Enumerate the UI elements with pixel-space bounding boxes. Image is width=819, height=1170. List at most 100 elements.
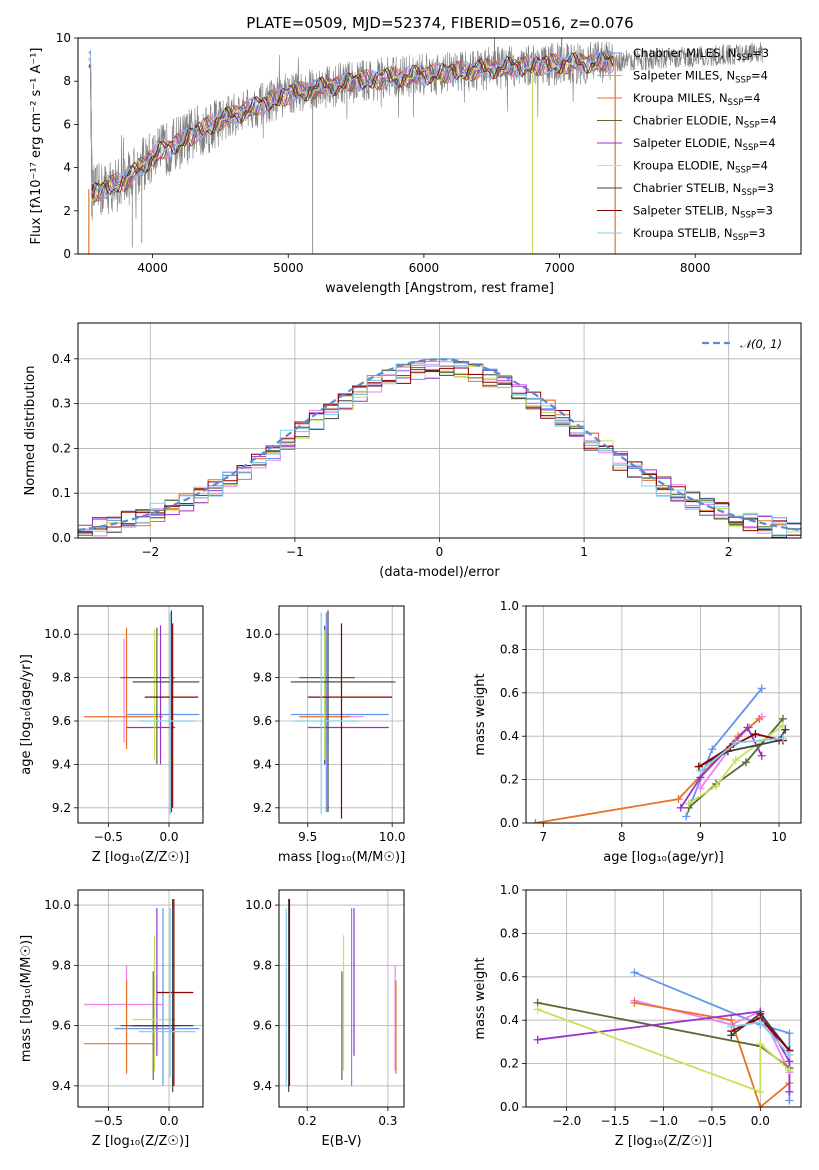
figure-title: PLATE=0509, MJD=52374, FIBERID=0516, z=0… <box>246 14 633 32</box>
weight-marker <box>674 795 683 804</box>
weight-marker <box>630 968 639 977</box>
error-bar-point <box>144 623 199 808</box>
histogram-step <box>78 362 801 538</box>
y-tick-label: 0.1 <box>52 486 71 500</box>
error-bar-point <box>132 610 200 813</box>
weight-marker <box>731 738 740 747</box>
x-axis-label: mass [log₁₀(M/M☉)] <box>278 850 405 865</box>
legend-entry: Salpeter ELODIE, NSSP=4 <box>633 136 776 153</box>
x-tick-label: 0.3 <box>378 1114 397 1128</box>
axes-frame <box>77 889 204 1108</box>
error-bar-point <box>156 899 194 1086</box>
x-tick-label: 9.5 <box>298 830 317 844</box>
y-tick-label: 9.6 <box>52 1019 71 1033</box>
weight-marker <box>778 721 787 730</box>
normal-curve <box>78 358 801 532</box>
y-tick-label: 9.2 <box>253 801 272 815</box>
x-axis-label: wavelength [Angstrom, rest frame] <box>325 281 554 296</box>
panel-spectrum: 4000 5000 6000 7000 8000 0 2 4 6 8 10 wavelength [A… <box>29 31 802 296</box>
y-axis-label: Normed distribution <box>23 366 38 496</box>
y-tick-label: 6 <box>63 117 71 131</box>
weight-marker <box>785 1050 794 1059</box>
legend-entry: Chabrier MILES, NSSP=3 <box>633 46 769 63</box>
error-bar-point <box>290 610 396 813</box>
x-axis-label: Z [log₁₀(Z/Z☉)] <box>92 850 189 865</box>
weight-marker <box>755 714 764 723</box>
weight-line <box>634 1001 790 1107</box>
weight-marker <box>533 1005 542 1014</box>
error-bar-point <box>84 965 163 1071</box>
y-tick-label: 0.3 <box>52 397 71 411</box>
error-bar-point <box>307 625 389 765</box>
error-bar-point <box>294 612 359 815</box>
weight-line <box>688 724 784 805</box>
legend-entry: Kroupa STELIB, NSSP=3 <box>633 226 765 243</box>
y-tick-label: 9.4 <box>52 757 71 771</box>
y-tick-label: 9.2 <box>52 801 71 815</box>
weight-line <box>634 999 791 1073</box>
panel-mass-weight-vs-age: 7 8 9 10 0.0 0.2 0.4 0.6 0.8 1.0 age [log₁₀(age/yr… <box>473 599 802 865</box>
y-tick-label: 0.8 <box>500 642 519 656</box>
weight-marker <box>694 762 703 771</box>
x-axis-label: (data-model)/error <box>379 565 500 580</box>
y-tick-label: 10.0 <box>44 898 71 912</box>
weight-marker <box>756 1103 765 1107</box>
panel-age-vs-Z: −0.5 0.0 9.2 9.4 9.6 9.8 10.0 Z [log₁₀(Z/Z☉)] ag… <box>19 605 204 865</box>
weight-line <box>537 1008 790 1094</box>
y-axis-label: mass weight <box>473 673 488 755</box>
y-tick-label: 9.6 <box>253 714 272 728</box>
weight-marker <box>727 1022 736 1031</box>
weight-marker <box>785 1087 794 1096</box>
y-tick-label: 4 <box>63 161 71 175</box>
legend-entry: Chabrier STELIB, NSSP=3 <box>633 181 774 198</box>
y-tick-label: 2 <box>63 204 71 218</box>
y-tick-label: 9.4 <box>253 1079 272 1093</box>
weight-series <box>533 1005 794 1096</box>
weight-marker <box>531 819 540 823</box>
y-tick-label: 0.2 <box>500 1057 519 1071</box>
weight-line <box>537 1010 791 1092</box>
y-tick-label: 9.8 <box>253 958 272 972</box>
y-tick-label: 1.0 <box>500 883 519 897</box>
weight-marker <box>785 1096 794 1105</box>
legend-entry: Salpeter MILES, NSSP=4 <box>633 69 768 86</box>
y-tick-label: 10 <box>56 31 71 45</box>
weight-series <box>684 721 787 808</box>
legend-entry: 𝒩(0, 1) <box>740 337 782 351</box>
weight-series <box>696 734 787 775</box>
x-axis-label: E(B-V) <box>321 1134 361 1149</box>
y-tick-label: 9.8 <box>52 958 71 972</box>
plot-area <box>279 606 404 823</box>
plot-area <box>78 606 203 823</box>
weight-marker <box>676 803 685 812</box>
error-bar-point <box>126 612 200 813</box>
error-bar-point <box>126 908 179 1056</box>
y-tick-label: 9.8 <box>52 671 71 685</box>
legend-entry: Kroupa MILES, NSSP=4 <box>633 91 760 108</box>
plot-area <box>526 606 801 823</box>
y-tick-label: 10.0 <box>245 627 272 641</box>
x-tick-label: 4000 <box>137 261 168 275</box>
plot-area <box>88 38 764 254</box>
panel-age-vs-mass: 9.5 10.0 9.2 9.4 9.6 9.8 10.0 mass [log₁₀(M/M☉)… <box>245 605 406 865</box>
panel-mass-vs-Z: −0.5 0.0 9.4 9.6 9.8 10.0 Z [log₁₀(Z/Z☉)] mass … <box>19 889 204 1149</box>
x-tick-label: −0.5 <box>94 830 123 844</box>
y-tick-label: 0.2 <box>500 773 519 787</box>
axes-frame <box>77 322 802 539</box>
axes-frame <box>278 605 405 824</box>
error-bar-point <box>138 908 196 1077</box>
error-bar-point <box>132 899 194 1092</box>
y-tick-label: 0.4 <box>500 1013 519 1027</box>
legend-entry: Salpeter STELIB, NSSP=3 <box>633 204 773 221</box>
x-tick-label: 10 <box>771 830 786 844</box>
weight-marker <box>712 782 721 791</box>
x-tick-label: 2 <box>725 545 733 559</box>
weight-series <box>727 1018 794 1059</box>
weight-series <box>533 1007 794 1096</box>
y-tick-label: 0.0 <box>52 531 71 545</box>
y-axis-label: mass [log₁₀(M/M☉)] <box>19 935 34 1062</box>
y-tick-label: 0.6 <box>500 686 519 700</box>
weight-line <box>535 718 760 823</box>
weight-marker <box>756 1040 765 1049</box>
